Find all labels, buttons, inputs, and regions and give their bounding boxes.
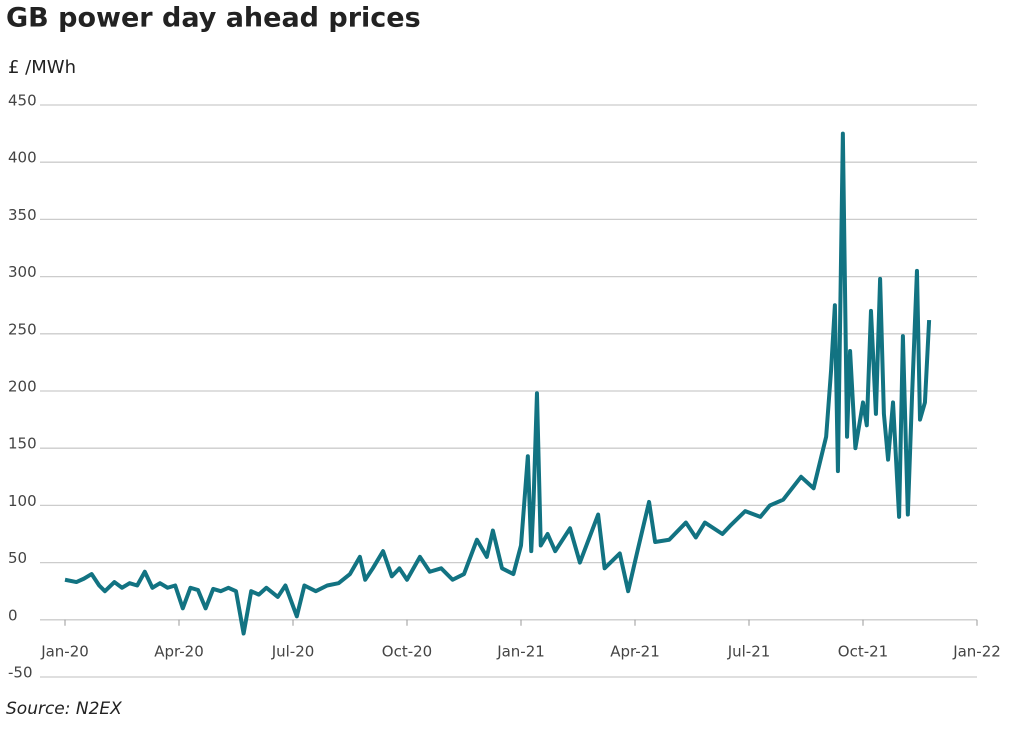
y-axis-label: £ /MWh: [8, 57, 76, 78]
source: Source: N2EX: [6, 699, 122, 719]
y-tick-label: -50: [8, 664, 33, 682]
y-tick-label: 200: [8, 378, 37, 396]
y-tick-label: 400: [8, 149, 37, 167]
chart-title: GB power day ahead prices: [6, 3, 421, 34]
y-tick-label: 150: [8, 435, 37, 453]
x-tick-label: Jul-21: [727, 642, 771, 660]
y-tick-label: 450: [8, 92, 37, 110]
x-tick-label: Oct-21: [838, 642, 888, 660]
y-tick-label: 350: [8, 206, 37, 224]
y-tick-label: 0: [8, 606, 18, 624]
x-tick-label: Jan-20: [40, 642, 89, 660]
x-tick-label: Apr-21: [610, 642, 660, 660]
x-tick-label: Oct-20: [382, 642, 432, 660]
y-tick-label: 50: [8, 549, 27, 567]
x-tick-label: Jan-22: [952, 642, 1001, 660]
y-tick-label: 100: [8, 492, 37, 510]
x-tick-label: Jan-21: [496, 642, 545, 660]
price-line: [64, 131, 932, 636]
x-tick-label: Jul-20: [271, 642, 315, 660]
y-tick-label: 250: [8, 320, 37, 338]
x-tick-label: Apr-20: [154, 642, 204, 660]
y-tick-label: 300: [8, 263, 37, 281]
